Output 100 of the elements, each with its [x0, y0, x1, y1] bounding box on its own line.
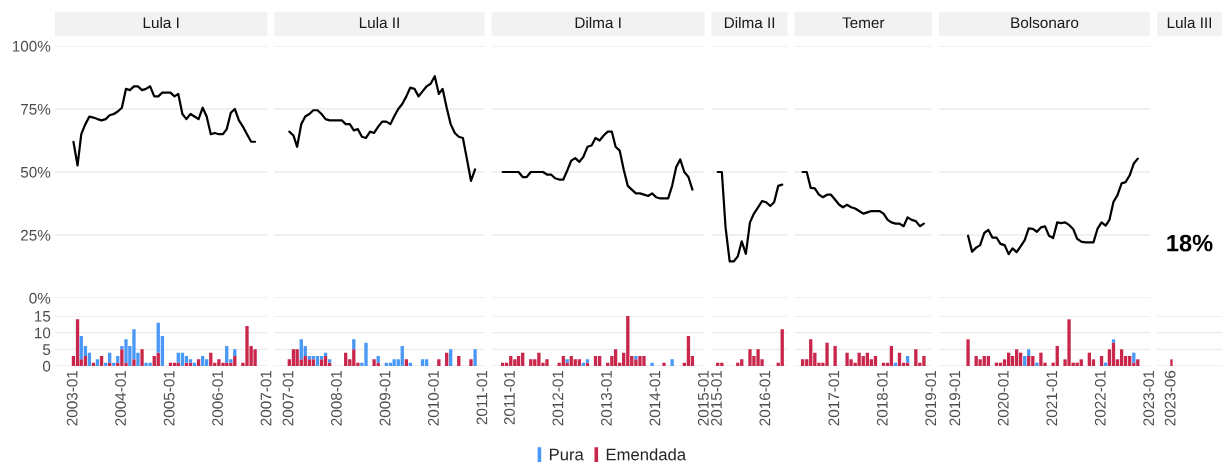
- bar: [650, 362, 654, 366]
- bar: [425, 359, 429, 366]
- legend-label: Pura: [549, 448, 584, 461]
- bar: [1039, 352, 1043, 366]
- bar: [873, 356, 878, 366]
- bar: [140, 349, 144, 366]
- y-tick-label: 15: [35, 311, 51, 322]
- x-tick-label: 2019-01: [949, 370, 961, 426]
- bar: [889, 346, 894, 366]
- x-tick-label: 2010-01: [428, 370, 439, 426]
- bar: [437, 359, 441, 366]
- y-tick-label: 25%: [21, 229, 51, 241]
- bar: [686, 336, 691, 366]
- bar: [323, 356, 328, 366]
- bar: [545, 359, 549, 366]
- x-tick-label: 2009-01: [379, 370, 391, 426]
- chart-title: Dilma II: [724, 16, 775, 29]
- bar: [372, 359, 376, 366]
- bar: [1128, 356, 1132, 366]
- bar: [573, 359, 577, 366]
- bar: [569, 356, 573, 366]
- bar: [1035, 362, 1039, 366]
- x-tick-label: 2016-01: [759, 370, 771, 426]
- bar: [1023, 356, 1027, 366]
- y-tick-label: 50%: [20, 166, 51, 178]
- bar: [469, 359, 473, 366]
- bar: [364, 342, 368, 366]
- chart-title: Lula I: [143, 16, 179, 29]
- y-tick-label: 75%: [21, 103, 51, 115]
- bar: [1067, 319, 1071, 366]
- bar: [720, 362, 724, 366]
- y-tick-label: 0%: [29, 292, 51, 304]
- bar: [537, 352, 541, 366]
- bar: [299, 339, 303, 360]
- bar: [662, 362, 666, 366]
- bar: [225, 346, 229, 363]
- bar: [561, 356, 565, 366]
- bar: [857, 352, 861, 366]
- bar: [120, 349, 124, 366]
- bar: [319, 359, 324, 366]
- bar: [184, 356, 189, 363]
- bar: [124, 339, 128, 363]
- bar: [1111, 342, 1116, 366]
- bar: [99, 356, 104, 366]
- bar: [352, 349, 356, 366]
- bar: [613, 349, 618, 366]
- bar: [1031, 356, 1035, 366]
- x-tick-label: 2007-01: [260, 370, 272, 426]
- bar: [914, 349, 918, 366]
- bar: [233, 356, 237, 366]
- bar: [598, 356, 602, 366]
- x-tick-label: 2012-01: [552, 370, 564, 426]
- bar: [295, 349, 299, 366]
- x-tick-label: 2003-01: [66, 370, 78, 426]
- bar: [593, 356, 598, 366]
- line-series: [72, 85, 257, 167]
- bar: [638, 356, 642, 366]
- bar: [513, 359, 517, 366]
- bar: [457, 356, 461, 366]
- bar: [845, 352, 849, 366]
- bar: [152, 356, 156, 366]
- legend-label: Emendada: [606, 448, 687, 461]
- bar: [974, 356, 978, 366]
- x-tick-label: 2007-01: [282, 370, 294, 426]
- x-tick-label: 2017-01: [828, 370, 840, 426]
- x-tick-label: 2011-01: [476, 370, 488, 425]
- x-tick-label: 2008-01: [331, 370, 342, 426]
- bar: [420, 359, 425, 366]
- bar: [291, 349, 296, 366]
- bar: [748, 349, 752, 366]
- bar: [861, 356, 865, 366]
- bar: [740, 359, 744, 366]
- bar: [626, 316, 630, 366]
- x-tick-label: 2011-01: [504, 370, 515, 425]
- bar: [83, 356, 88, 366]
- bar: [825, 342, 829, 366]
- x-tick-label: 2020-01: [997, 370, 1009, 426]
- bar: [1075, 362, 1079, 366]
- y-tick-label: 0: [42, 360, 51, 372]
- bar: [1132, 352, 1136, 363]
- x-tick-label: 2013-01: [601, 370, 612, 426]
- bar: [978, 359, 982, 366]
- text: 18%: [1167, 234, 1213, 252]
- bar: [400, 346, 404, 366]
- bar: [780, 329, 784, 366]
- bar: [449, 349, 453, 366]
- chart-title: Bolsonaro: [1011, 16, 1079, 29]
- y-tick-label: 10: [35, 327, 51, 339]
- bar: [79, 336, 83, 360]
- bar: [833, 346, 837, 366]
- bar: [809, 339, 813, 366]
- y-tick-label: 5: [42, 344, 51, 356]
- bar: [217, 359, 221, 366]
- bar: [132, 359, 136, 366]
- x-tick-label: 2023-06: [1164, 370, 1176, 426]
- bar: [509, 356, 513, 366]
- bar: [315, 356, 320, 366]
- bar: [1055, 346, 1059, 366]
- bar: [311, 359, 315, 366]
- x-tick-label: 2015-01: [711, 370, 722, 426]
